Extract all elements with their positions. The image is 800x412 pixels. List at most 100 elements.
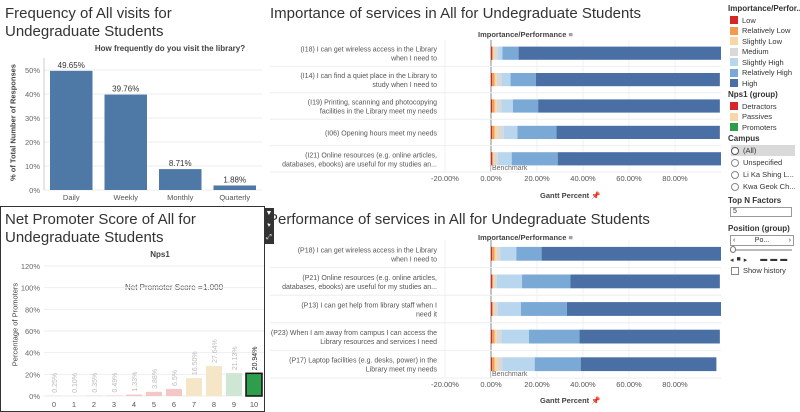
bar-segment <box>535 73 720 87</box>
benchmark-label: Benchmark <box>492 165 528 172</box>
bar-segment <box>494 46 498 60</box>
campus-option[interactable]: Li Ka Shing L... <box>731 169 794 180</box>
category-label: 1 <box>72 400 76 409</box>
legend-item[interactable]: Slightly Low <box>730 36 782 46</box>
position-slider-track[interactable] <box>730 249 792 251</box>
bar-segment <box>528 329 580 344</box>
bar-segment <box>496 329 502 344</box>
show-history-checkbox[interactable] <box>731 266 739 275</box>
bar-segment <box>494 125 498 139</box>
legend-swatch <box>730 102 738 110</box>
bar-segment <box>494 73 497 87</box>
legend-swatch <box>730 58 738 66</box>
ytick-label: 40% <box>25 90 40 99</box>
next-icon[interactable]: › <box>788 237 791 244</box>
play-icon[interactable]: ■ <box>736 256 741 263</box>
step-back-icon[interactable]: ◂ <box>730 257 734 264</box>
legend-title: Importance/Perfor... <box>728 4 800 13</box>
bar-segment <box>493 302 495 316</box>
prev-icon[interactable]: ‹ <box>733 237 736 244</box>
radio-icon[interactable] <box>731 182 739 191</box>
legend-item[interactable]: Relatively High <box>730 68 792 78</box>
bar-segment <box>522 274 571 289</box>
legend-swatch <box>730 26 738 35</box>
campus-option-label: Unspecified <box>743 158 783 167</box>
expand-icon[interactable]: ⤢ <box>266 234 272 241</box>
bar-segment <box>494 329 497 344</box>
bar-segment <box>518 46 721 60</box>
category-label: (P17) Laptop facilities (e.g. desks, pow… <box>289 358 437 365</box>
bar-segment <box>497 302 521 316</box>
bar-segment <box>500 246 517 261</box>
speed-med-icon[interactable]: ▬ <box>770 256 778 263</box>
bar-segment <box>557 152 721 166</box>
legend-item[interactable]: Relatively Low <box>730 26 790 36</box>
campus-option[interactable]: Unspecified <box>731 157 782 168</box>
filter-icon[interactable]: ▾ <box>267 222 271 229</box>
data-label: 1.33% <box>132 372 139 392</box>
bar-segment <box>516 246 542 261</box>
bar <box>213 185 257 190</box>
category-label: (I18) I can get wireless access in the L… <box>300 47 437 54</box>
nps-group-item[interactable]: Detractors <box>730 101 777 111</box>
campus-option[interactable]: (All) <box>731 145 795 156</box>
bar-segment <box>512 99 539 113</box>
nps-group-item[interactable]: Passives <box>730 112 772 122</box>
bar-segment <box>494 99 497 113</box>
category-label: Library meet my needs <box>366 367 438 374</box>
bar-segment <box>511 152 558 166</box>
category-label: 7 <box>192 400 196 409</box>
legend-item[interactable]: High <box>730 78 757 88</box>
performance-xlabel: Gantt Percent 📌 <box>540 396 601 405</box>
data-label: 49.65% <box>58 61 85 70</box>
bar-segment <box>492 152 494 166</box>
campus-option[interactable]: Kwa Geok Ch... <box>731 181 796 192</box>
benchmark-bg <box>491 369 531 378</box>
speed-slow-icon[interactable]: ▬ <box>760 256 768 263</box>
nps-chart: 0% 20% 40% 60% 80% 100% 120% 0.25% 0 0.10% 1 0.35% 2… <box>21 262 264 409</box>
legend-swatch <box>730 112 738 121</box>
sort-icon[interactable]: ≡ <box>568 30 573 39</box>
visits-chart: 0% 10% 20% 30% 40% 50% 49.65% Daily 39.76% Weekly… <box>25 58 262 202</box>
bar-segment <box>496 99 502 113</box>
legend-label: High <box>742 78 758 88</box>
bar-segment <box>491 329 493 344</box>
performance-title: Performance of services in All for Undeg… <box>268 211 650 228</box>
data-label: 0.10% <box>72 373 79 393</box>
topn-input[interactable]: 5 <box>730 207 792 217</box>
pin-icon[interactable]: ▼ <box>265 210 273 217</box>
show-history[interactable]: Show history <box>731 266 786 275</box>
category-label: (P18) I can get wireless access in the L… <box>298 247 438 254</box>
bar-segment <box>502 357 535 372</box>
benchmark-bg <box>491 163 531 172</box>
radio-icon[interactable] <box>731 158 739 167</box>
xtick-label: 20.00% <box>524 174 550 183</box>
bar-segment <box>496 274 523 289</box>
step-forward-icon[interactable]: ▸ <box>743 257 748 264</box>
ytick-label: 0% <box>29 186 40 195</box>
performance-chart: -20.00% 0.00% 20.00% 40.00% 60.00% 80.00% Benc… <box>270 240 721 389</box>
nps-group-item[interactable]: Promoters <box>730 122 777 132</box>
panel-toolbar[interactable]: ▼ ▾ ⤢ <box>264 208 274 244</box>
bar-segment <box>491 73 493 87</box>
data-label: 3.88% <box>152 369 159 389</box>
speed-fast-icon[interactable]: ▬ <box>780 256 788 263</box>
position-select[interactable]: ‹ Po... › <box>730 235 794 246</box>
bar <box>245 372 263 397</box>
position-slider-handle[interactable] <box>730 246 736 253</box>
xtick-label: 80.00% <box>662 380 688 389</box>
legend-item[interactable]: Slightly High <box>730 57 784 67</box>
legend-item[interactable]: Medium <box>730 47 769 57</box>
radio-icon[interactable] <box>731 146 739 155</box>
radio-icon[interactable] <box>731 170 739 179</box>
importance-header: Importance/Performance ≡ <box>478 30 573 39</box>
bar-segment <box>491 46 493 60</box>
ytick-label: 60% <box>25 327 40 336</box>
category-label: Monthly <box>167 193 194 202</box>
legend-item[interactable]: Low <box>730 15 756 25</box>
bar-segment <box>541 246 721 261</box>
campus-option-label: Li Ka Shing L... <box>743 170 794 179</box>
sort-icon[interactable]: ≡ <box>568 233 573 242</box>
nps-header: Nps1 <box>150 250 170 259</box>
bar-segment <box>556 125 720 139</box>
